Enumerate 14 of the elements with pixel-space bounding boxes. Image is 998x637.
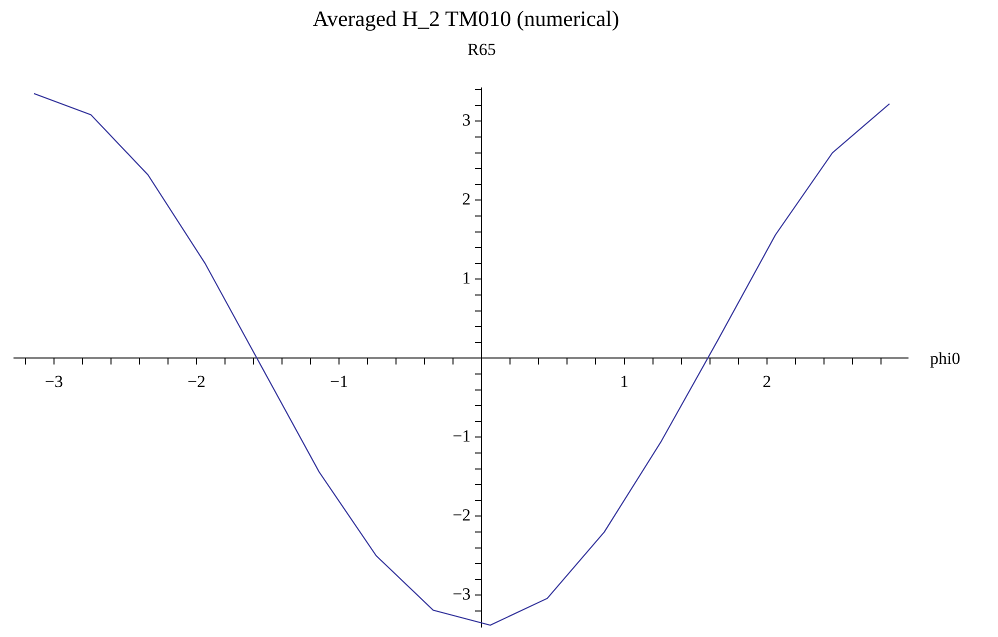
chart-title: Averaged H_2 TM010 (numerical) — [312, 6, 620, 31]
x-tick-label: −2 — [187, 372, 206, 391]
x-tick-label: 2 — [762, 372, 772, 391]
y-tick-label: −2 — [452, 506, 471, 525]
y-tick-label: 1 — [462, 268, 471, 288]
x-axis-title: phi0 — [930, 349, 960, 368]
y-tick-label: −1 — [452, 426, 471, 446]
y-tick-label: 3 — [462, 110, 471, 130]
y-tick-label: 2 — [462, 190, 471, 209]
x-tick-label: 1 — [620, 372, 629, 391]
y-axis-title: R65 — [468, 40, 496, 59]
x-tick-label: −3 — [44, 372, 63, 391]
x-tick-label: −1 — [330, 372, 348, 391]
y-tick-label: −3 — [452, 584, 471, 604]
